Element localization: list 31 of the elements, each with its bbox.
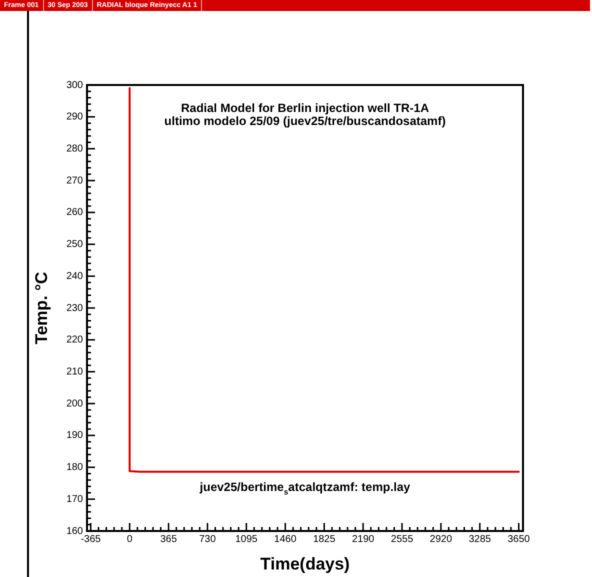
x-tick-label: 1460 bbox=[274, 534, 297, 545]
y-tick-label: 210 bbox=[66, 366, 84, 378]
y-tick-label: 300 bbox=[66, 80, 84, 91]
x-tick-label: 3650 bbox=[508, 534, 530, 545]
y-tick-label: 190 bbox=[66, 430, 84, 442]
y-tick-label: 280 bbox=[66, 143, 84, 154]
text: ultimo modelo 25/09 (juev25/tre/buscandosatamf) bbox=[164, 114, 446, 128]
text: Radial Model for Berlin injection well TR-1A bbox=[180, 101, 430, 115]
x-tick-label: 0 bbox=[126, 534, 133, 545]
x-tick-label: 2555 bbox=[390, 534, 414, 545]
y-tick-label: 160 bbox=[66, 526, 84, 537]
y-tick-label: 230 bbox=[66, 302, 84, 314]
x-tick-label: -365 bbox=[80, 534, 102, 545]
y-axis-title: Temp. °C bbox=[32, 272, 51, 344]
x-tick-label: 1825 bbox=[313, 534, 336, 545]
x-tick-label: 730 bbox=[199, 534, 216, 545]
y-tick-label: 290 bbox=[66, 112, 84, 123]
x-tick-label: 2190 bbox=[352, 534, 375, 545]
x-tick-label: 3285 bbox=[468, 534, 492, 545]
x-tick-label: 2920 bbox=[430, 534, 452, 545]
x-tick-label: 365 bbox=[160, 534, 178, 545]
y-tick-label: 200 bbox=[66, 398, 84, 410]
y-tick-label: 250 bbox=[66, 239, 84, 250]
y-tick-label: 260 bbox=[66, 207, 84, 218]
y-tick-label: 180 bbox=[66, 462, 84, 474]
y-tick-label: 240 bbox=[66, 270, 84, 282]
y-tick-label: 170 bbox=[66, 494, 84, 505]
x-tick-label: 1095 bbox=[235, 534, 258, 545]
y-tick-label: 270 bbox=[66, 175, 84, 186]
y-tick-label: 220 bbox=[66, 334, 84, 346]
x-axis-title: Time(days) bbox=[260, 554, 350, 574]
